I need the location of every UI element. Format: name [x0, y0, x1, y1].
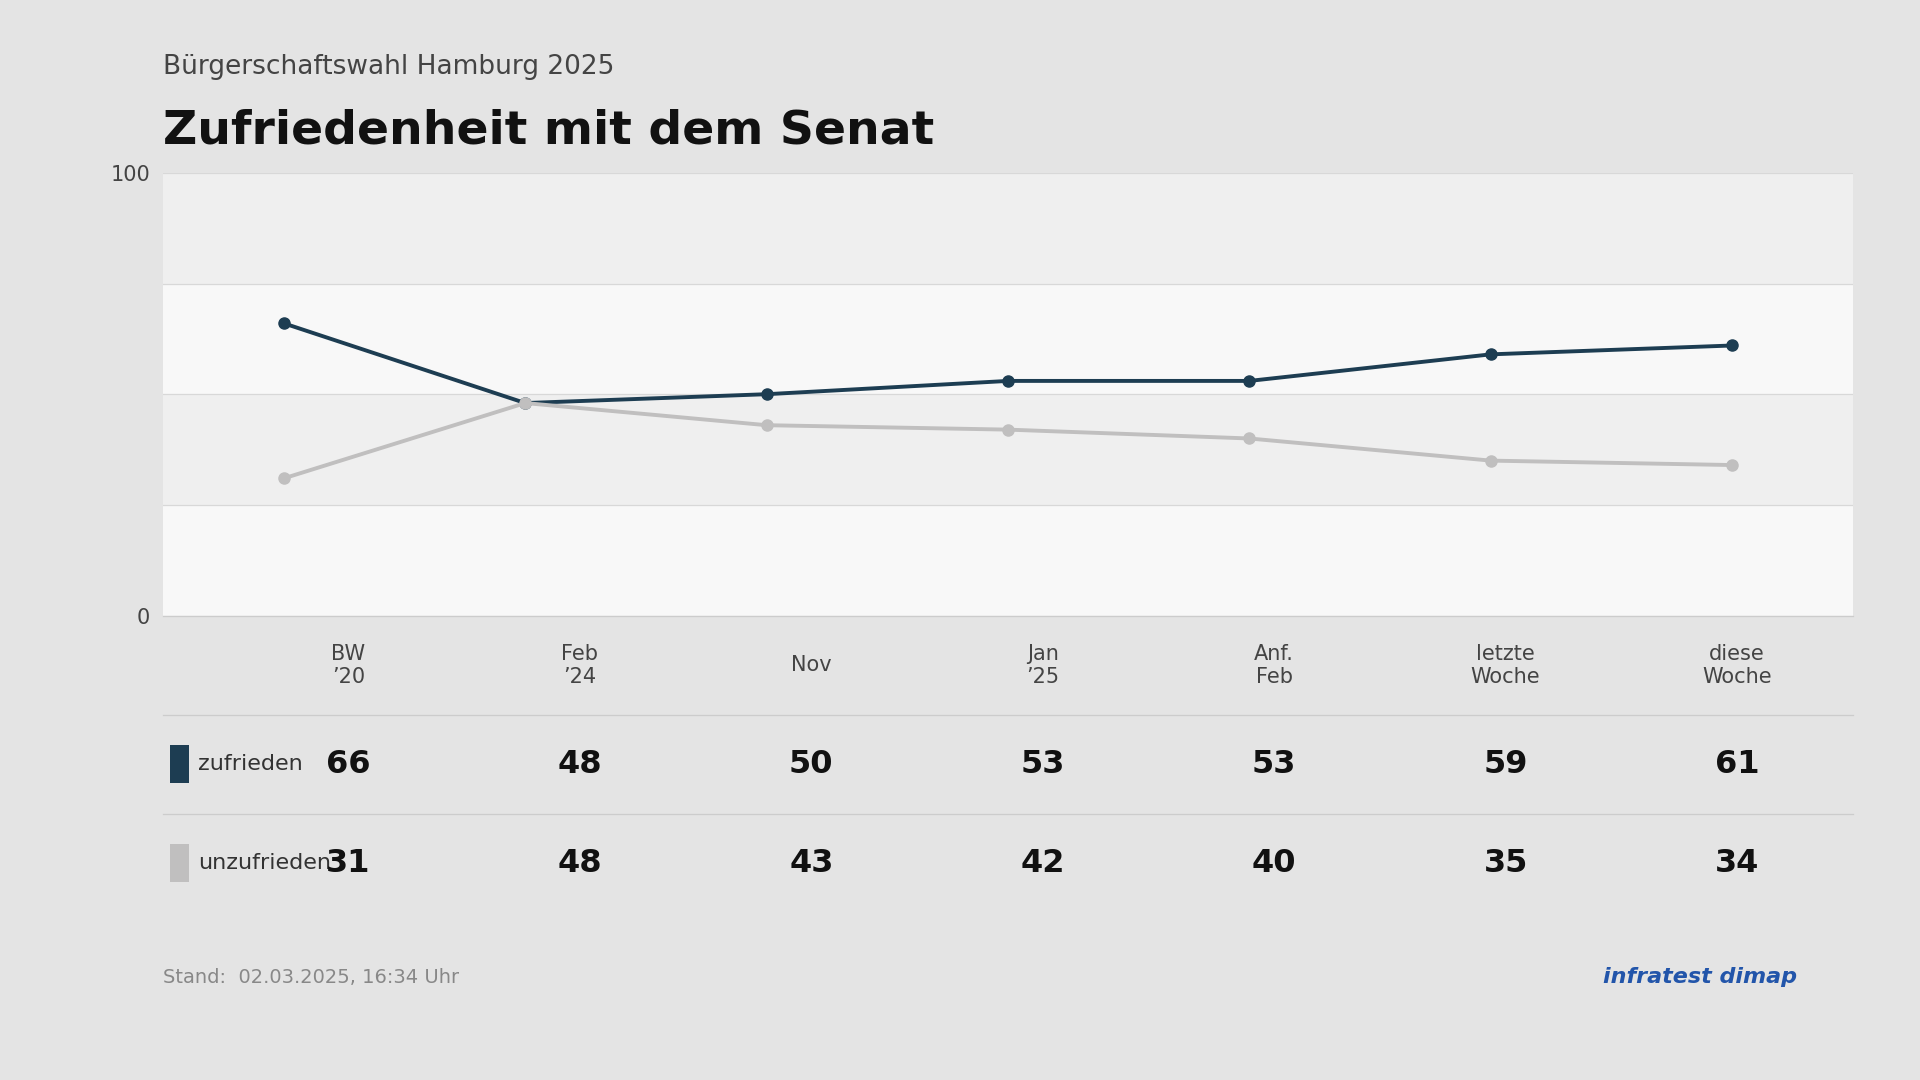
- Bar: [171, 845, 188, 882]
- Bar: [163, 394, 1853, 504]
- Text: 48: 48: [557, 848, 603, 879]
- Text: 61: 61: [1715, 748, 1759, 780]
- Text: 53: 53: [1021, 748, 1066, 780]
- Text: infratest dimap: infratest dimap: [1603, 968, 1797, 987]
- Text: 31: 31: [326, 848, 371, 879]
- Text: 34: 34: [1715, 848, 1759, 879]
- Bar: [163, 283, 1853, 394]
- Text: Bürgerschaftswahl Hamburg 2025: Bürgerschaftswahl Hamburg 2025: [163, 54, 614, 80]
- Text: Jan
’25: Jan ’25: [1025, 644, 1060, 687]
- Text: BW
’20: BW ’20: [332, 644, 365, 687]
- Text: Anf.
Feb: Anf. Feb: [1254, 644, 1294, 687]
- Text: Stand:  02.03.2025, 16:34 Uhr: Stand: 02.03.2025, 16:34 Uhr: [163, 968, 459, 987]
- Text: Nov: Nov: [791, 656, 831, 675]
- Text: diese
Woche: diese Woche: [1703, 644, 1772, 687]
- Text: 42: 42: [1020, 848, 1066, 879]
- Text: zufrieden: zufrieden: [198, 754, 303, 774]
- Text: 53: 53: [1252, 748, 1296, 780]
- Bar: [171, 745, 188, 783]
- Text: 43: 43: [789, 848, 833, 879]
- Bar: [163, 504, 1853, 616]
- Text: 48: 48: [557, 748, 603, 780]
- Text: Zufriedenheit mit dem Senat: Zufriedenheit mit dem Senat: [163, 108, 935, 153]
- Text: Feb
’24: Feb ’24: [561, 644, 599, 687]
- Bar: [163, 173, 1853, 283]
- Text: letzte
Woche: letzte Woche: [1471, 644, 1540, 687]
- Text: 66: 66: [326, 748, 371, 780]
- Text: 59: 59: [1484, 748, 1528, 780]
- Text: 35: 35: [1484, 848, 1528, 879]
- Text: unzufrieden: unzufrieden: [198, 853, 330, 873]
- Text: 50: 50: [789, 748, 833, 780]
- Text: 40: 40: [1252, 848, 1296, 879]
